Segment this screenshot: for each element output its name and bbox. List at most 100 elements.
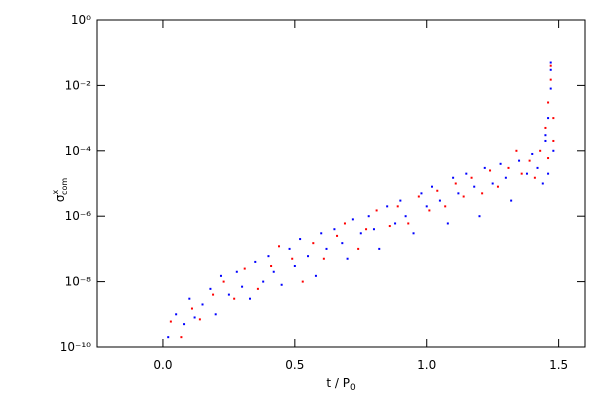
y-tick-label: 10⁻⁸: [65, 275, 92, 289]
point: [549, 78, 552, 81]
point: [549, 61, 552, 64]
point: [496, 185, 499, 188]
point: [454, 182, 457, 185]
point: [481, 192, 484, 195]
point: [483, 166, 486, 169]
point: [169, 320, 172, 323]
point: [528, 159, 531, 162]
point: [388, 225, 391, 228]
point: [547, 157, 550, 160]
point: [536, 166, 539, 169]
point: [417, 195, 420, 198]
point: [320, 232, 323, 235]
point: [552, 117, 555, 120]
point: [552, 149, 555, 152]
point: [357, 247, 360, 250]
y-label-sub: com: [60, 178, 69, 195]
point: [256, 287, 259, 290]
point: [299, 238, 302, 241]
point: [367, 215, 370, 218]
point: [291, 257, 294, 260]
y-tick-label: 10⁻¹⁰: [60, 340, 91, 354]
point: [312, 242, 315, 245]
y-axis-label: σxcom: [51, 178, 69, 202]
point: [552, 139, 555, 142]
point: [533, 176, 536, 179]
point: [547, 117, 550, 120]
point: [248, 297, 251, 300]
point: [278, 245, 281, 248]
x-label-base: t / P: [326, 376, 350, 390]
point: [378, 247, 381, 250]
x-tick-label: 0.5: [285, 358, 304, 372]
y-tick-label: 10⁻²: [65, 78, 92, 92]
point: [372, 228, 375, 231]
point: [190, 307, 193, 310]
x-axis-label: t / P0: [326, 376, 356, 393]
point: [301, 280, 304, 283]
point: [325, 247, 328, 250]
x-label-sub: 0: [350, 383, 356, 393]
point: [336, 234, 339, 237]
point: [346, 257, 349, 260]
point: [193, 316, 196, 319]
point: [539, 149, 542, 152]
point: [219, 274, 222, 277]
point: [262, 280, 265, 283]
x-tick-label: 0.0: [153, 358, 172, 372]
point: [227, 293, 230, 296]
point: [420, 192, 423, 195]
point: [351, 218, 354, 221]
point: [233, 297, 236, 300]
point: [241, 285, 244, 288]
point: [544, 139, 547, 142]
point: [183, 323, 186, 326]
point: [267, 255, 270, 258]
point: [293, 264, 296, 267]
point: [531, 152, 534, 155]
point: [473, 185, 476, 188]
point: [359, 232, 362, 235]
point: [333, 228, 336, 231]
point: [499, 162, 502, 165]
point: [446, 222, 449, 225]
point: [396, 205, 399, 208]
point: [407, 222, 410, 225]
point: [375, 209, 378, 212]
point: [504, 176, 507, 179]
point: [365, 228, 368, 231]
point: [444, 205, 447, 208]
point: [438, 199, 441, 202]
point: [489, 169, 492, 172]
point: [465, 172, 468, 175]
point: [425, 205, 428, 208]
plot-frame: [96, 19, 586, 348]
point: [452, 176, 455, 179]
point: [547, 101, 550, 104]
point: [478, 215, 481, 218]
point: [470, 176, 473, 179]
point: [198, 318, 201, 321]
point: [549, 87, 552, 90]
point: [270, 264, 273, 267]
point: [544, 126, 547, 129]
y-label-base: σ: [53, 194, 67, 202]
point: [549, 68, 552, 71]
point: [209, 287, 212, 290]
point: [386, 205, 389, 208]
point: [541, 182, 544, 185]
point: [431, 185, 434, 188]
point: [457, 192, 460, 195]
y-tick-label: 10⁰: [71, 13, 91, 27]
point: [394, 222, 397, 225]
point: [212, 293, 215, 296]
point: [507, 166, 510, 169]
point: [222, 280, 225, 283]
point: [280, 283, 283, 286]
point: [515, 149, 518, 152]
point: [412, 232, 415, 235]
point: [547, 172, 550, 175]
point: [288, 247, 291, 250]
point: [254, 260, 257, 263]
point: [167, 336, 170, 339]
